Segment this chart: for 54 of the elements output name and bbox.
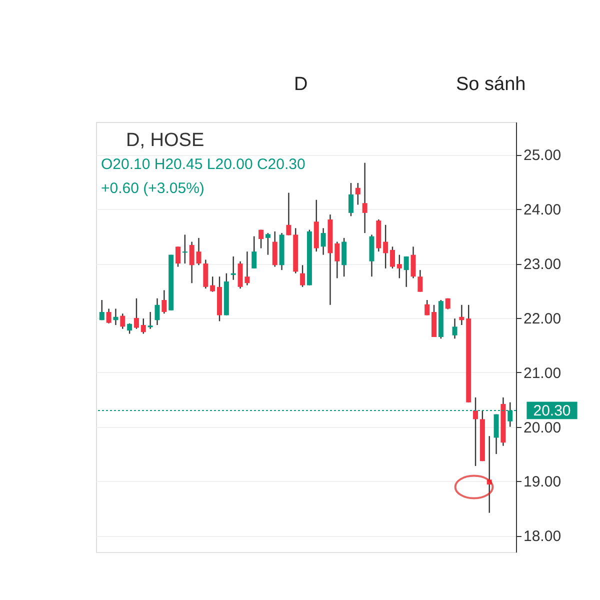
candlestick [473,396,478,467]
candlestick [127,322,132,334]
candlestick [162,290,167,314]
candlestick [459,304,464,326]
candlestick [320,228,326,256]
candlestick [99,299,104,321]
candlestick [252,236,257,270]
y-tick-label: 24.00 [524,202,562,219]
candlestick [300,264,306,288]
text: D [294,74,308,95]
candlestick [196,237,202,266]
candlestick [148,311,153,330]
y-tick-label: 21.00 [524,364,562,382]
candlestick [189,241,194,284]
y-tick-label: 18.00 [524,528,562,546]
candlestick [182,234,188,264]
y-tick-label: 22.00 [524,310,562,328]
y-tick-label: 25.00 [524,147,562,164]
annotation: +0.60 (+3.05%) [101,180,204,197]
candlestick [424,299,430,316]
candlestick [154,298,160,326]
candlestick [390,246,395,270]
candlestick [140,318,146,334]
candlestick [342,237,347,278]
candlestick [175,246,180,268]
candlestick [410,246,416,279]
ref-line-label: 20.30 [533,402,571,420]
annotation: O20.10 H20.45 L20.00 C20.30 [101,156,306,173]
candlestick [203,259,208,290]
candlestick [258,229,264,249]
candlestick [404,256,409,288]
candlestick [134,298,139,330]
candlestick [265,232,270,256]
candlestick [113,308,118,326]
candlestick [106,308,112,324]
candlestick [362,162,368,234]
candlestick [355,182,360,206]
candlestick [452,318,458,340]
candlestick [272,230,278,268]
y-tick-label: 23.00 [524,256,562,274]
candlestick [418,269,423,292]
candlestick [230,256,236,280]
candlestick [494,414,499,455]
y-tick-label: 20.00 [524,419,562,436]
candlestick [120,312,126,330]
candlestick [334,241,340,279]
y-tick-label: 19.00 [524,474,562,491]
candlestick [396,254,402,279]
chart-title: D, HOSE [126,130,204,151]
candlestick [383,224,388,270]
candlestick [348,182,354,217]
text: So sánh [456,74,526,95]
candlestick [210,276,216,292]
candlestick [286,192,292,236]
